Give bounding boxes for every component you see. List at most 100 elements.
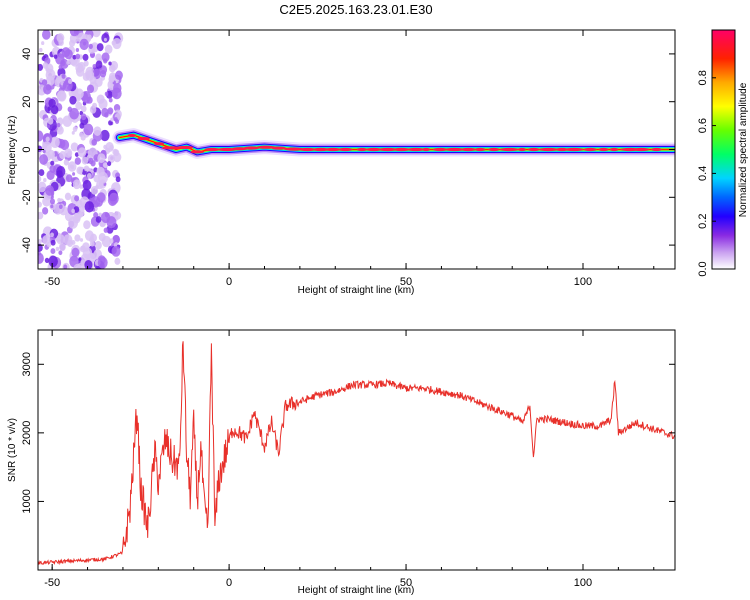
colorbar-label: Normalized spectral amplitude (738, 82, 749, 217)
ridge-peak (243, 146, 260, 150)
noise-blob (64, 192, 72, 201)
noise-blob (58, 64, 63, 70)
noise-blob (80, 113, 87, 121)
ridge-peak (378, 147, 398, 152)
noise-blob (108, 64, 116, 73)
noise-blob (50, 204, 54, 209)
ridge-peak (422, 147, 431, 152)
noise-blob (50, 239, 56, 246)
noise-blob (114, 211, 122, 220)
noise-blob (109, 238, 114, 244)
noise-blob (59, 151, 66, 160)
noise-blob (46, 170, 55, 181)
noise-blob (79, 238, 84, 242)
noise-blob (79, 132, 84, 138)
ridge-peak (564, 147, 584, 152)
noise-blob (108, 192, 119, 205)
spectrogram-image (38, 30, 675, 269)
noise-blob (79, 122, 85, 129)
noise-blob (72, 126, 78, 132)
colorbar-tick-label: 0.4 (697, 166, 709, 181)
noise-blob (78, 211, 84, 218)
noise-blob (41, 79, 48, 86)
noise-blob (92, 63, 97, 69)
noise-blob (75, 53, 81, 60)
noise-blob (42, 149, 46, 154)
noise-blob (39, 47, 43, 53)
noise-blob (108, 75, 115, 83)
noise-blob (56, 122, 61, 128)
noise-blob (42, 62, 49, 69)
snr-ytick-label: 2000 (21, 421, 33, 445)
snr-xlabel: Height of straight line (km) (298, 585, 415, 596)
ridge-peak (365, 147, 382, 152)
noise-blob (39, 154, 49, 165)
colorbar-tick-label: 0.2 (697, 214, 709, 229)
colorbar-gradient (711, 29, 736, 270)
noise-blob (98, 98, 108, 110)
noise-blob (95, 184, 99, 190)
noise-blob (61, 73, 66, 79)
noise-blob (101, 107, 109, 117)
noise-blob (56, 170, 63, 179)
noise-blob (64, 49, 73, 60)
colorbar: 0.0 0.2 0.4 0.6 0.8 Normalized spectral ampl… (697, 29, 749, 277)
noise-blob (58, 250, 63, 256)
ridge-peak (527, 147, 540, 152)
snr-ytick-label: 1000 (21, 489, 33, 513)
spectrogram-ytick-label: 40 (21, 48, 33, 60)
noise-blob (58, 39, 64, 47)
noise-blob (75, 88, 84, 99)
noise-blob (91, 138, 98, 146)
ridge-peak (474, 147, 486, 152)
noise-blob (38, 243, 43, 252)
ridge-peak (460, 147, 477, 152)
noise-blob (38, 239, 42, 245)
noise-blob (50, 105, 59, 115)
noise-blob (88, 43, 93, 50)
noise-blob (83, 220, 91, 230)
noise-blob (92, 30, 101, 38)
spectrogram-panel: -50 0 50 100 -40 -20 0 20 40 Height of straight … (7, 29, 676, 296)
noise-blob (49, 198, 56, 205)
noise-blob (82, 53, 89, 61)
noise-blob (96, 166, 105, 177)
noise-blob (95, 60, 103, 69)
noise-blob (63, 264, 68, 269)
noise-blob (63, 234, 73, 246)
noise-blob (38, 169, 45, 177)
noise-blob (47, 106, 52, 112)
ridge-peak (609, 147, 619, 152)
noise-blob (93, 211, 99, 218)
noise-blob (69, 30, 79, 37)
ridge-peak (177, 145, 194, 150)
noise-blob (60, 139, 70, 151)
ridge-peak (312, 147, 330, 152)
spectrogram-ytick-label: 20 (21, 96, 33, 108)
noise-blob (80, 246, 84, 251)
noise-blob (38, 181, 47, 193)
noise-blob (65, 174, 73, 183)
snr-plot-area (38, 341, 675, 566)
colorbar-tick-label: 0.0 (697, 261, 709, 276)
noise-blob (101, 235, 112, 248)
noise-blob (93, 126, 102, 136)
noise-blob (43, 178, 47, 183)
noise-blob (48, 255, 58, 268)
ridge-peak (190, 150, 205, 154)
noise-blob (68, 216, 79, 229)
ridge-peak (338, 147, 353, 152)
spectrogram-xtick-label: 50 (400, 276, 412, 288)
noise-blob (86, 96, 93, 104)
ridge-peak (432, 147, 448, 152)
noise-blob (110, 117, 114, 122)
noise-blob (41, 41, 45, 46)
ridge-peak (161, 146, 181, 150)
ridge-peak (204, 147, 220, 152)
spectrogram-xlabel: Height of straight line (km) (298, 285, 415, 296)
noise-blob (72, 172, 76, 176)
noise-blob (71, 247, 80, 257)
ridge-peak (137, 136, 150, 141)
noise-blob (85, 70, 95, 81)
noise-blob (107, 161, 112, 167)
